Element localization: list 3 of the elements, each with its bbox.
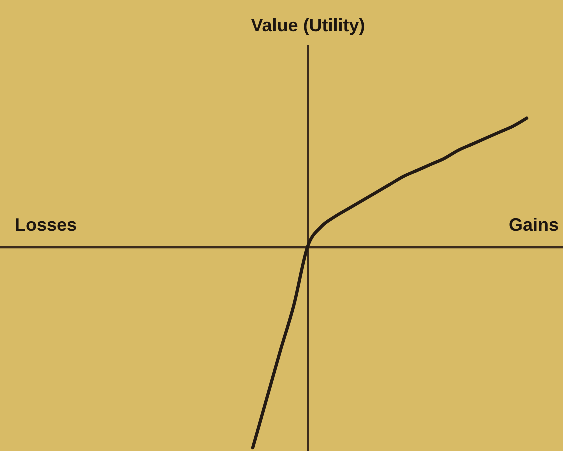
y-axis-title: Value (Utility) (251, 16, 366, 36)
text: Losses (15, 214, 78, 235)
annotation: Gains (508, 214, 559, 235)
